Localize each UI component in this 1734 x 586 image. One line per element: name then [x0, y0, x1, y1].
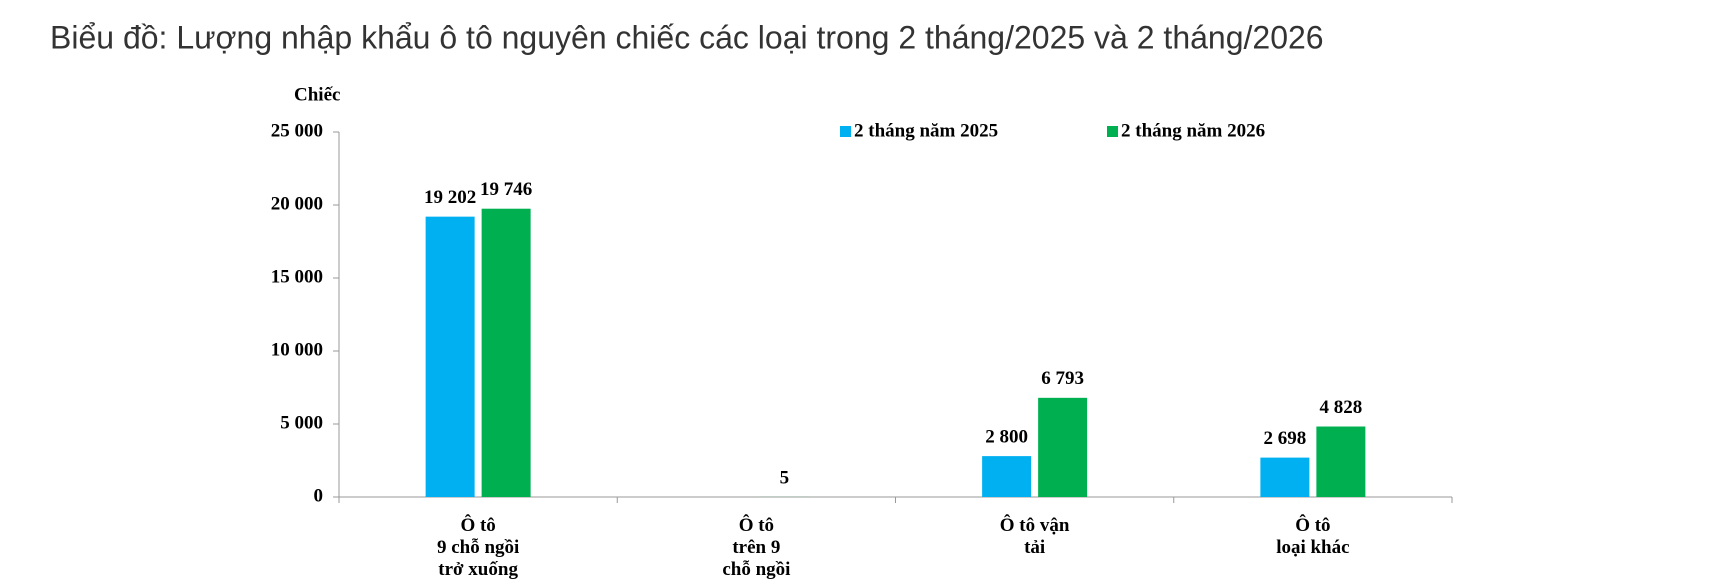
y-tick-label: 15 000	[271, 266, 323, 287]
y-tick-label: 25 000	[271, 120, 323, 141]
bar	[481, 208, 531, 497]
x-tick-label-line: Ô tô vận	[1000, 514, 1070, 536]
bar	[982, 456, 1032, 497]
x-tick-label-line: loại khác	[1276, 537, 1349, 558]
y-tick-label: 0	[314, 485, 324, 506]
bar	[1316, 426, 1366, 497]
x-tick-label-line: 9 chỗ ngồi	[437, 537, 519, 558]
data-label: 6 793	[1041, 368, 1084, 389]
data-label: 5	[780, 467, 790, 488]
x-tick-label-line: Ô tô	[460, 514, 495, 536]
x-tick-label: Ô tô vận tải	[1000, 514, 1070, 558]
data-label: 19 202	[424, 187, 476, 208]
x-tick-label-line: chỗ ngồi	[722, 559, 790, 580]
x-tick-label-line: Ô tô	[1295, 514, 1330, 536]
data-label: 2 698	[1264, 428, 1307, 449]
y-tick-label: 10 000	[271, 339, 323, 360]
y-tick-label: 20 000	[271, 193, 323, 214]
y-tick-label: 5 000	[280, 412, 323, 433]
y-axis-label: Chiếc	[294, 84, 340, 105]
x-tick-label-line: trên 9	[732, 537, 780, 558]
legend-label: 2 tháng năm 2025	[854, 120, 998, 141]
data-label: 19 746	[480, 179, 532, 200]
data-label: 4 828	[1320, 397, 1363, 418]
x-tick-label-line: Ô tô	[739, 514, 774, 536]
bar	[1260, 457, 1310, 497]
chart-title: Biểu đồ: Lượng nhập khẩu ô tô nguyên chi…	[50, 19, 1324, 55]
data-label: 2 800	[985, 426, 1028, 447]
x-tick-label-line: trở xuống	[438, 559, 518, 580]
x-tick-label: Ô tô loại khác	[1276, 514, 1349, 558]
x-tick-label: Ô tô trên 9 chỗ ngồi	[722, 514, 790, 580]
x-tick-label-line: tải	[1024, 537, 1045, 558]
bar	[425, 216, 475, 497]
legend-swatch	[1107, 126, 1118, 137]
bar	[1038, 397, 1088, 497]
x-tick-label: Ô tô 9 chỗ ngồi trở xuống	[437, 514, 519, 580]
legend-swatch	[840, 126, 851, 137]
legend-label: 2 tháng năm 2026	[1121, 120, 1265, 141]
